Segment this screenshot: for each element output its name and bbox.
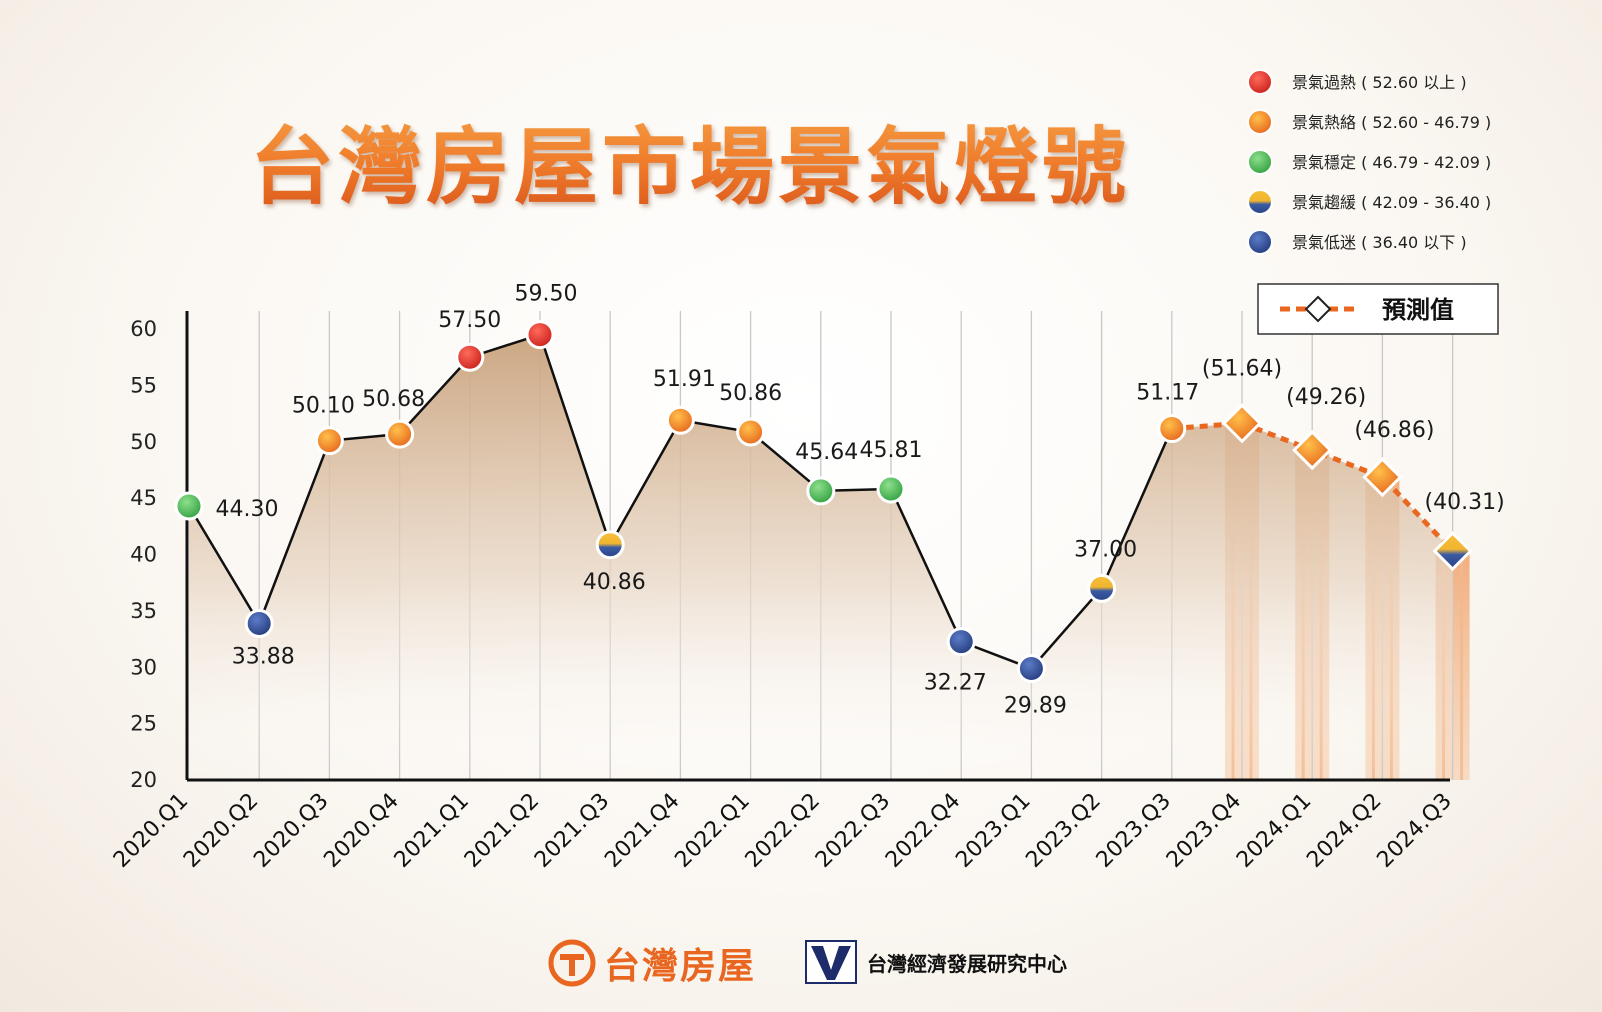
data-label: 32.27 <box>924 671 987 696</box>
legend-hot-label: 景氣熱絡 ( 52.60 - 46.79 ) <box>1292 113 1491 132</box>
signal-marker <box>736 417 766 447</box>
signal-marker <box>455 342 485 372</box>
data-label: 59.50 <box>515 282 578 307</box>
signal-marker <box>595 530 625 560</box>
forecast-diamond-marker <box>1362 457 1403 498</box>
signal-marker <box>314 426 344 456</box>
data-label: 45.81 <box>860 438 923 463</box>
forecast-legend-box <box>1257 283 1499 335</box>
x-tick-label: 2022.Q4 <box>881 789 965 873</box>
research-center-name: 台灣經濟發展研究中心 <box>867 951 1067 976</box>
legend-overheat-marker <box>1247 69 1273 95</box>
x-tick-label: 2023.Q1 <box>951 789 1035 873</box>
legend-cooling-marker <box>1247 189 1273 215</box>
data-label: 37.00 <box>1074 537 1137 562</box>
y-tick-label: 55 <box>130 373 157 397</box>
data-markers <box>174 320 1473 683</box>
y-tick-label: 40 <box>130 543 157 567</box>
x-tick-label: 2020.Q1 <box>109 789 193 873</box>
data-label: 51.91 <box>653 367 716 392</box>
legend-cooling-label: 景氣趨緩 ( 42.09 - 36.40 ) <box>1292 193 1491 212</box>
x-tick-label: 2024.Q3 <box>1372 789 1456 873</box>
x-tick-label: 2024.Q2 <box>1302 789 1386 873</box>
area-fill <box>189 334 1453 780</box>
data-labels: 44.30 33.88 50.10 50.68 57.50 59.50 40.86 51.91… <box>216 282 1505 719</box>
data-label: 50.86 <box>719 381 782 406</box>
legend: 景氣過熱 ( 52.60 以上 ) 景氣熱絡 ( 52.60 - 46.79 ) 景… <box>1247 69 1499 335</box>
y-tick-label: 25 <box>130 712 157 736</box>
data-label: 44.30 <box>216 497 279 522</box>
data-label: 33.88 <box>232 645 295 670</box>
signal-marker <box>385 419 415 449</box>
data-label: 50.68 <box>362 387 425 412</box>
signal-marker <box>1016 653 1046 683</box>
y-tick-label: 20 <box>130 768 157 792</box>
legend-slump-label: 景氣低迷 ( 36.40 以下 ) <box>1292 233 1467 252</box>
data-label: 51.17 <box>1136 381 1199 406</box>
y-tick-label: 60 <box>130 317 157 341</box>
legend-stable-label: 景氣穩定 ( 46.79 - 42.09 ) <box>1292 153 1491 172</box>
taiwan-realty-logo: 台灣房屋 <box>548 935 756 991</box>
signal-marker <box>946 627 976 657</box>
x-tick-label: 2022.Q1 <box>670 789 754 873</box>
forecast-legend-diamond-icon <box>1304 295 1332 323</box>
forecast-legend-label: 預測值 <box>1382 296 1454 324</box>
signal-marker <box>244 609 274 639</box>
y-tick-label: 50 <box>130 430 157 454</box>
x-tick-label: 2021.Q1 <box>390 789 474 873</box>
signal-marker <box>525 320 555 350</box>
axes <box>185 311 1450 782</box>
x-tick-label: 2020.Q3 <box>249 789 333 873</box>
data-label: 29.89 <box>1004 693 1067 718</box>
signal-marker <box>1157 414 1187 444</box>
data-label: (46.86) <box>1354 418 1434 443</box>
forecast-diamond-marker <box>1432 530 1473 572</box>
data-label: (49.26) <box>1286 385 1366 410</box>
data-label: 57.50 <box>438 308 501 333</box>
area-shape <box>189 334 1453 780</box>
taiwan-realty-logo-text: 台灣房屋 <box>604 946 757 987</box>
x-tick-label: 2023.Q3 <box>1092 789 1176 873</box>
x-tick-label: 2024.Q1 <box>1232 789 1316 873</box>
y-tick-label: 35 <box>130 599 157 623</box>
data-label: (51.64) <box>1202 356 1282 381</box>
legend-overheat-label: 景氣過熱 ( 52.60 以上 ) <box>1292 73 1467 92</box>
x-tick-label: 2020.Q2 <box>179 789 263 873</box>
y-tick-label: 45 <box>130 486 157 510</box>
signal-marker <box>806 476 836 506</box>
research-center-logo: 台灣經濟發展研究中心 <box>805 938 1067 986</box>
signal-marker <box>174 491 204 521</box>
x-tick-label: 2022.Q3 <box>811 789 895 873</box>
legend-hot-marker <box>1247 109 1273 135</box>
chart-title: 台灣房屋市場景氣燈號 <box>250 100 1130 221</box>
x-tick-label: 2020.Q4 <box>319 789 403 873</box>
data-label: 40.86 <box>583 570 646 595</box>
signal-marker <box>1087 573 1117 603</box>
research-center-logo-icon <box>805 940 857 984</box>
x-tick-label: 2021.Q3 <box>530 789 614 873</box>
forecast-diamond-marker <box>1292 429 1333 471</box>
legend-slump-marker <box>1247 229 1273 255</box>
signal-marker <box>665 405 695 435</box>
x-tick-label: 2023.Q2 <box>1021 789 1105 873</box>
forecast-diamond-marker <box>1221 403 1263 444</box>
taiwan-realty-logo-icon <box>548 939 596 987</box>
x-tick-label: 2021.Q2 <box>460 789 544 873</box>
x-tick-label: 2021.Q4 <box>600 789 684 873</box>
data-label: 45.64 <box>795 440 858 465</box>
data-label: 50.10 <box>292 394 355 419</box>
x-tick-label: 2023.Q4 <box>1162 789 1246 873</box>
data-label: (40.31) <box>1425 490 1505 515</box>
x-tick-label: 2022.Q2 <box>741 789 825 873</box>
signal-marker <box>876 474 906 504</box>
y-tick-label: 30 <box>130 655 157 679</box>
legend-stable-marker <box>1247 149 1273 175</box>
